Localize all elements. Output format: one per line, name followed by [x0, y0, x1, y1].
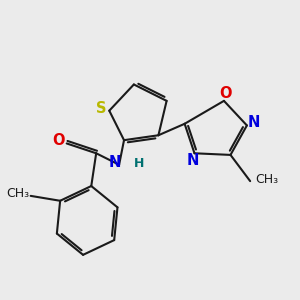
- Text: O: O: [52, 133, 65, 148]
- Text: CH₃: CH₃: [255, 173, 278, 186]
- Text: H: H: [134, 157, 144, 170]
- Text: N: N: [108, 154, 121, 169]
- Text: N: N: [187, 153, 199, 168]
- Text: CH₃: CH₃: [6, 187, 29, 200]
- Text: S: S: [96, 100, 106, 116]
- Text: O: O: [219, 86, 232, 101]
- Text: N: N: [248, 115, 260, 130]
